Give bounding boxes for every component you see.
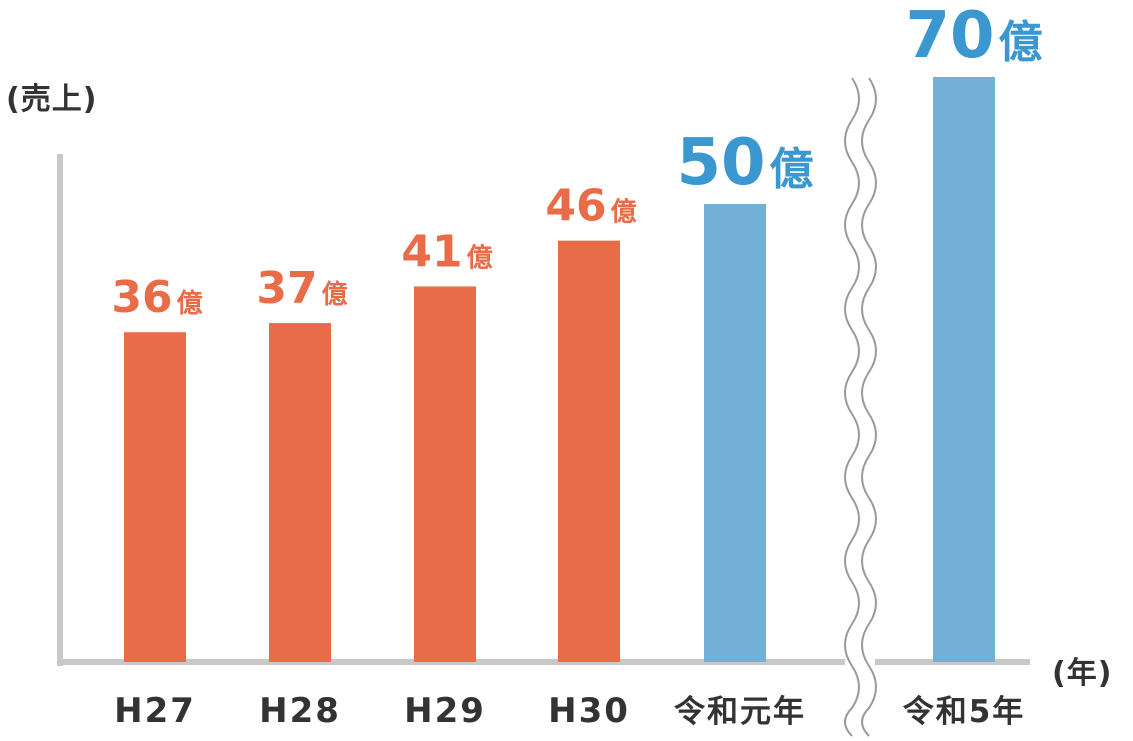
value-number: 41 [401,226,462,277]
bar-H28 [269,323,331,662]
value-label-H30: 46 億 [545,181,636,232]
bar-H27 [124,332,186,662]
value-number: 70 [905,0,994,73]
bar-令和元年 [704,204,766,662]
bar-H29 [414,286,476,662]
value-label-H29: 41 億 [401,226,492,277]
tick-label-令和5年: 令和5年 [903,694,1026,730]
value-unit: 億 [770,144,814,195]
value-unit: 億 [322,280,348,310]
value-number: 50 [676,126,765,200]
tick-label-令和元年: 令和元年 [674,694,806,730]
bar-H30 [558,240,620,662]
tick-label-H27: H27 [114,691,196,731]
value-label-H28: 37 億 [256,263,347,314]
value-unit: 億 [177,289,203,319]
value-number: 37 [256,263,317,314]
y-axis-label: (売上) [6,82,98,117]
tick-label-H29: H29 [404,691,486,731]
value-number: 36 [111,272,172,323]
value-unit: 億 [467,243,493,273]
axis-break-line-left [844,77,860,737]
bar-令和5年 [933,77,995,662]
value-unit: 億 [611,198,637,228]
value-label-令和5年: 70億 [905,0,1042,73]
value-unit: 億 [999,17,1043,68]
tick-label-H28: H28 [259,691,341,731]
value-label-令和元年: 50億 [676,126,813,200]
value-label-H27: 36 億 [111,272,202,323]
x-axis-label: (年) [1052,656,1113,691]
tick-label-H30: H30 [548,691,630,731]
axis-break-line-right [861,77,877,737]
value-number: 46 [545,181,606,232]
axis-break-gap [845,640,875,680]
